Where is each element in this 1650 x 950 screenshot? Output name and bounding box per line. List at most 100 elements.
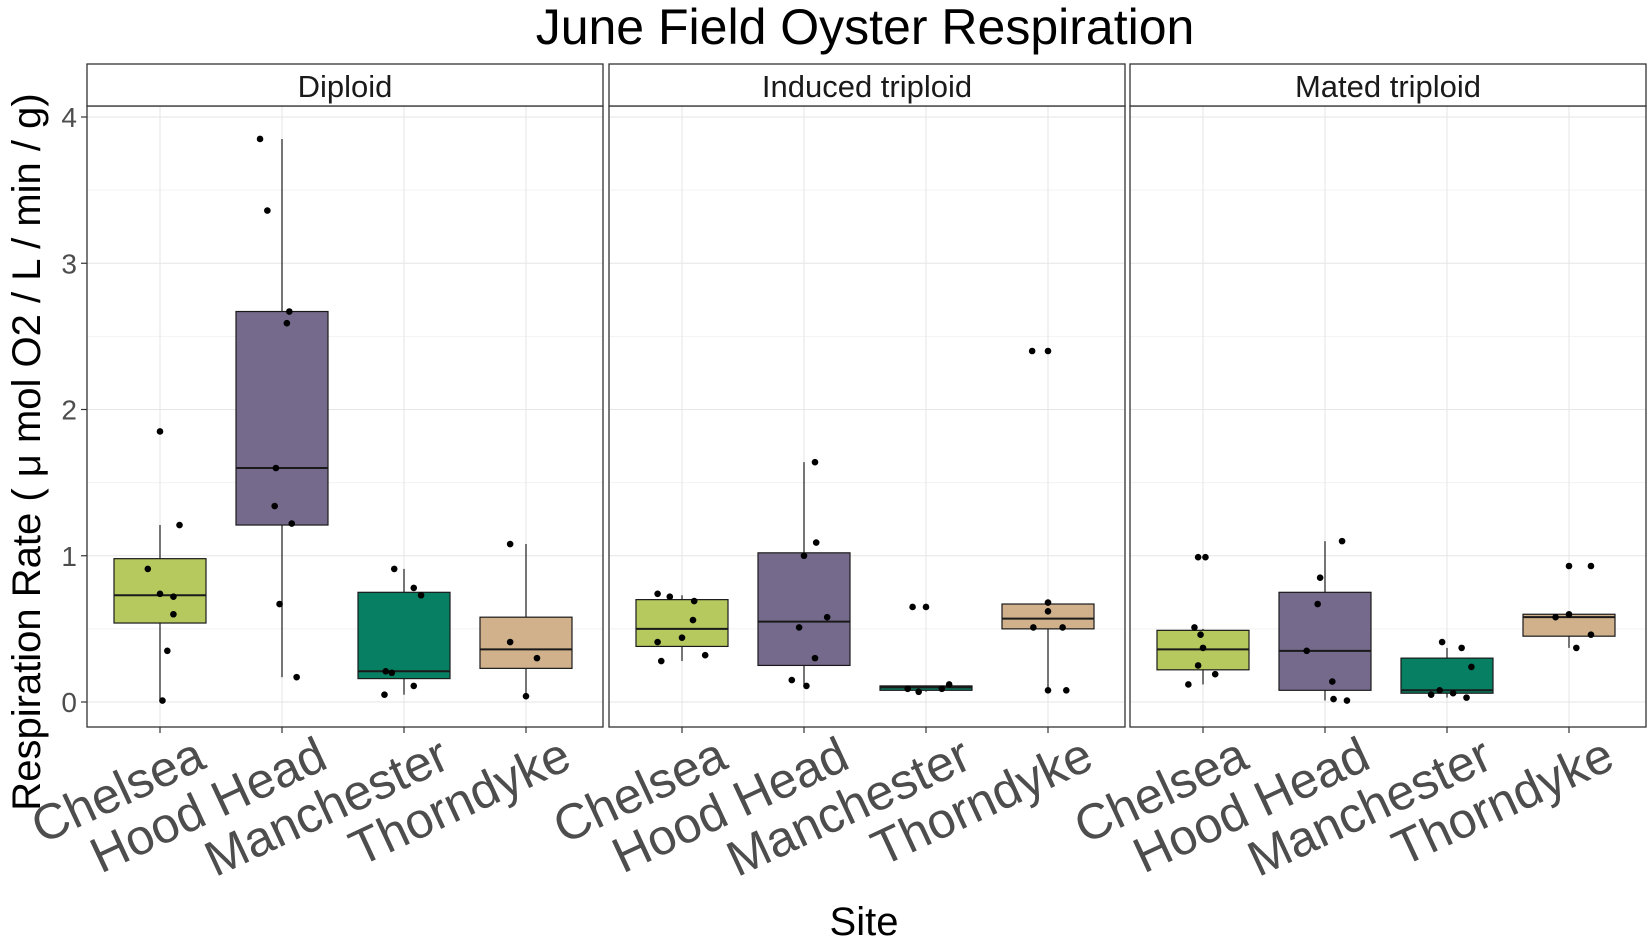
data-point <box>654 638 661 646</box>
data-point <box>1330 695 1337 703</box>
data-point <box>159 697 166 704</box>
box-iqr <box>1001 603 1095 630</box>
box-iqr <box>479 616 573 669</box>
data-point <box>293 673 300 681</box>
box-chelsea <box>113 428 207 704</box>
data-point <box>170 610 177 618</box>
data-point <box>657 657 665 665</box>
data-point <box>1030 624 1037 631</box>
data-point <box>689 616 697 624</box>
y-tick-label: 3 <box>61 248 77 279</box>
data-point <box>1202 553 1209 561</box>
data-point <box>654 590 661 598</box>
data-point <box>795 624 803 631</box>
data-point <box>803 682 810 690</box>
data-point <box>690 597 698 605</box>
data-point <box>678 634 686 641</box>
data-point <box>915 688 922 696</box>
data-point <box>1211 670 1219 678</box>
data-point <box>170 593 177 600</box>
data-point <box>800 552 808 560</box>
data-point <box>909 603 916 611</box>
data-point <box>701 651 709 659</box>
data-point <box>533 654 541 662</box>
data-point <box>506 638 514 646</box>
box-chelsea <box>635 590 729 665</box>
facet-strip-label: Mated triploid <box>1295 69 1481 104</box>
data-point <box>811 458 819 466</box>
data-point <box>283 319 291 327</box>
box-manchester <box>1400 638 1494 701</box>
data-point <box>286 308 293 315</box>
data-point <box>256 135 264 143</box>
data-point <box>922 603 930 611</box>
box-iqr <box>357 591 451 680</box>
y-tick-label: 1 <box>61 541 77 572</box>
data-point <box>1573 644 1580 652</box>
data-point <box>410 584 418 592</box>
data-point <box>1338 537 1346 545</box>
data-point <box>1314 600 1321 608</box>
data-point <box>1199 644 1207 652</box>
data-point <box>1044 599 1052 606</box>
box-hood-head <box>757 458 851 690</box>
facet-strip <box>1129 63 1647 107</box>
data-point <box>144 565 152 573</box>
y-tick-label: 4 <box>61 102 77 133</box>
data-point <box>1044 608 1052 615</box>
data-point <box>1587 562 1595 570</box>
box-hood-head <box>235 135 329 681</box>
data-point <box>382 667 390 675</box>
data-point <box>272 464 280 472</box>
facet-strip <box>86 63 604 107</box>
data-point <box>666 593 674 600</box>
data-point <box>271 502 278 510</box>
x-axis-title: Site <box>830 900 899 944</box>
data-point <box>1316 574 1324 581</box>
data-point <box>1436 687 1443 694</box>
data-point <box>276 600 283 608</box>
facet-strip-label: Induced triploid <box>762 69 972 104</box>
data-point <box>1303 647 1310 655</box>
data-point <box>506 540 514 548</box>
data-point <box>1449 689 1457 697</box>
data-point <box>1044 687 1052 694</box>
data-point <box>1565 610 1573 618</box>
data-point <box>1343 697 1351 704</box>
data-point <box>390 565 398 573</box>
data-point <box>811 654 819 662</box>
data-point <box>1463 694 1470 701</box>
chart-title: June Field Oyster Respiration <box>536 0 1195 55</box>
data-point <box>1185 681 1192 688</box>
data-point <box>1197 631 1204 639</box>
data-point <box>1028 347 1036 355</box>
data-point <box>381 691 388 698</box>
box-iqr <box>1400 657 1494 694</box>
box-thorndyke <box>479 540 573 700</box>
data-point <box>388 669 396 677</box>
data-point <box>164 647 171 655</box>
data-point <box>1063 687 1070 694</box>
box-thorndyke <box>1001 347 1095 694</box>
data-point <box>264 207 271 214</box>
data-point <box>823 613 831 621</box>
data-point <box>1191 624 1198 631</box>
box-iqr <box>757 552 851 667</box>
data-point <box>904 685 911 693</box>
data-point <box>522 692 530 700</box>
data-point <box>1468 663 1475 671</box>
data-point <box>1438 638 1446 646</box>
data-point <box>1565 562 1573 570</box>
data-point <box>938 685 946 693</box>
data-point <box>812 539 820 546</box>
data-point <box>1044 347 1052 355</box>
y-axis: 0 1 2 3 4 <box>61 102 87 718</box>
data-point <box>1194 662 1202 669</box>
data-point <box>156 428 164 435</box>
box-hood-head <box>1278 537 1372 704</box>
